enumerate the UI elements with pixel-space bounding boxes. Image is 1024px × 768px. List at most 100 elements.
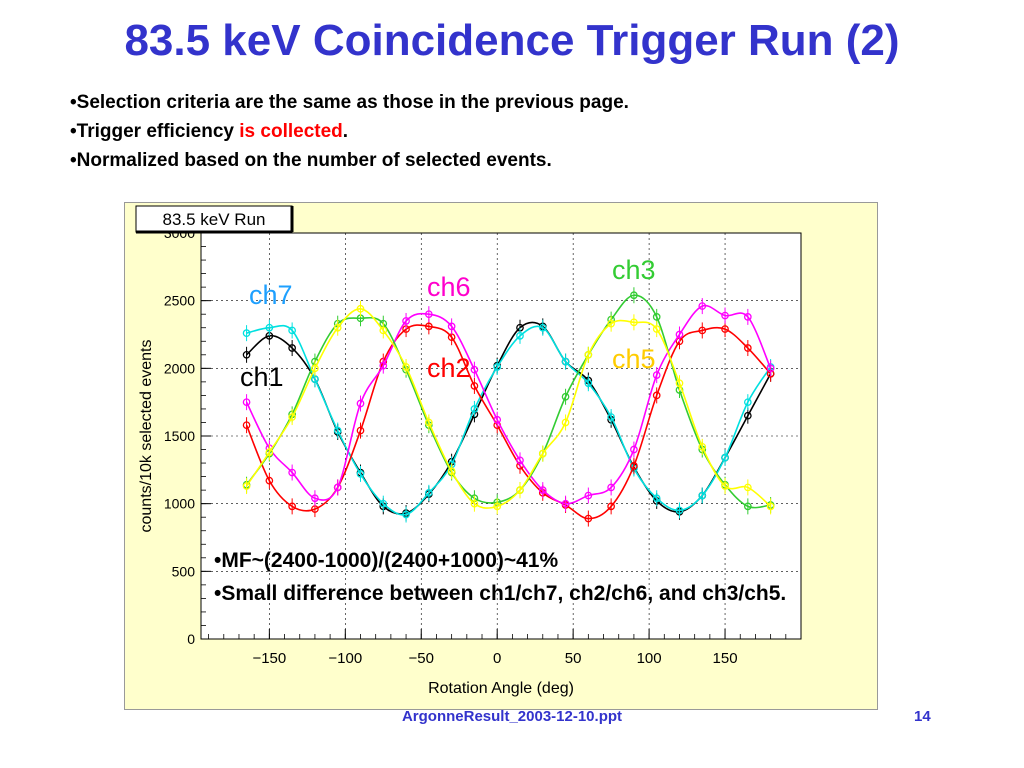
chart-note: •Small difference between ch1/ch7, ch2/c…: [214, 582, 787, 605]
data-point: [607, 319, 615, 328]
data-point: [493, 502, 502, 511]
data-point: [584, 379, 593, 388]
data-point: [743, 313, 752, 321]
data-point: [630, 445, 638, 454]
data-point: [265, 448, 274, 457]
data-point: [721, 311, 729, 320]
data-point: [607, 483, 615, 492]
bullet-text: •Normalized based on the number of selec…: [70, 150, 552, 171]
chart-title-box: [135, 205, 293, 233]
x-tick-label: −150: [252, 650, 286, 667]
slide-title: 83.5 keV Coincidence Trigger Run (2): [124, 16, 900, 65]
data-point: [652, 325, 661, 333]
data-point: [333, 483, 342, 492]
data-point: [470, 365, 479, 374]
data-point: [288, 468, 296, 477]
bullet-item: •Selection criteria are the same as thos…: [70, 88, 629, 117]
data-point: [630, 461, 638, 470]
data-point: [721, 325, 729, 333]
x-axis-label: Rotation Angle (deg): [428, 680, 574, 697]
data-point: [356, 426, 365, 435]
data-point: [493, 363, 502, 371]
data-point: [538, 486, 547, 494]
data-point: [424, 322, 433, 331]
data-point: [447, 322, 456, 331]
data-point: [675, 330, 684, 339]
data-point: [743, 411, 752, 420]
data-point: [516, 456, 524, 465]
data-point: [311, 494, 319, 503]
channel-label-ch1: ch1: [240, 362, 284, 392]
data-point: [538, 449, 547, 458]
series-line-ch7: [246, 324, 772, 516]
data-point: [743, 483, 752, 492]
data-point: [333, 426, 342, 435]
bullet-highlight-text: is collected: [239, 121, 343, 142]
data-point: [333, 323, 342, 332]
data-point: [402, 510, 410, 519]
data-point: [743, 502, 752, 511]
data-point: [379, 361, 388, 370]
data-point: [356, 304, 365, 313]
y-tick-label: 1500: [164, 428, 195, 444]
data-point: [607, 413, 615, 421]
data-point: [402, 363, 410, 371]
channel-label-ch5: ch5: [612, 344, 656, 374]
chart-panel: −150 −100 −50 0 50 100 150 0 500 1000 1500 2000 2500…: [124, 202, 878, 710]
data-point: [630, 291, 638, 300]
data-point: [698, 491, 707, 500]
chart-title: 83.5 keV Run: [162, 210, 265, 229]
data-point: [356, 399, 365, 408]
data-point: [288, 502, 296, 511]
y-tick-label: 1000: [164, 496, 195, 512]
data-point: [470, 382, 479, 390]
data-point: [516, 486, 524, 494]
data-point: [561, 392, 570, 401]
data-point: [561, 418, 570, 427]
y-tick-label: 2000: [164, 360, 195, 376]
data-point: [721, 482, 729, 490]
channel-label-ch3: ch3: [612, 255, 656, 285]
channel-label-ch6: ch6: [427, 272, 471, 302]
data-point: [698, 326, 707, 335]
data-point: [584, 491, 593, 500]
data-point: [379, 326, 388, 335]
data-point: [402, 317, 410, 325]
data-point: [424, 488, 433, 497]
data-point: [652, 391, 661, 400]
y-tick-label: 0: [187, 631, 195, 647]
data-point: [561, 499, 570, 508]
data-point: [470, 499, 479, 508]
data-point: [698, 302, 707, 310]
footer-filename: ArgonneResult_2003-12-10.ppt: [401, 708, 623, 725]
series-line-ch5: [245, 307, 772, 509]
data-point: [242, 482, 251, 490]
series-ch7: [242, 319, 775, 523]
data-point: [743, 344, 752, 352]
data-point: [424, 418, 433, 427]
data-point: [652, 371, 661, 379]
x-tick-label: 0: [493, 650, 501, 667]
data-point: [242, 329, 251, 337]
data-point: [652, 494, 661, 503]
data-point: [356, 470, 365, 478]
data-point: [561, 357, 570, 366]
data-point: [242, 421, 251, 430]
data-point: [743, 398, 752, 407]
data-point: [766, 364, 775, 373]
data-point: [288, 413, 296, 421]
data-point: [288, 326, 296, 335]
data-point: [516, 332, 524, 340]
data-point: [630, 318, 638, 327]
data-point: [242, 398, 251, 407]
bullet-item: •Normalized based on the number of selec…: [70, 146, 629, 175]
chart-svg: −150 −100 −50 0 50 100 15005001000150020002500…: [135, 205, 802, 697]
data-point: [698, 442, 707, 451]
channel-label-ch7: ch7: [249, 280, 293, 310]
data-point: [242, 350, 251, 359]
data-point: [607, 502, 615, 511]
x-tick-label: 100: [637, 650, 662, 667]
data-point: [675, 379, 684, 388]
chart-note-list: •MF~(2400-1000)/(2400+1000)~41% •Small di…: [214, 544, 786, 610]
data-point: [538, 323, 547, 332]
